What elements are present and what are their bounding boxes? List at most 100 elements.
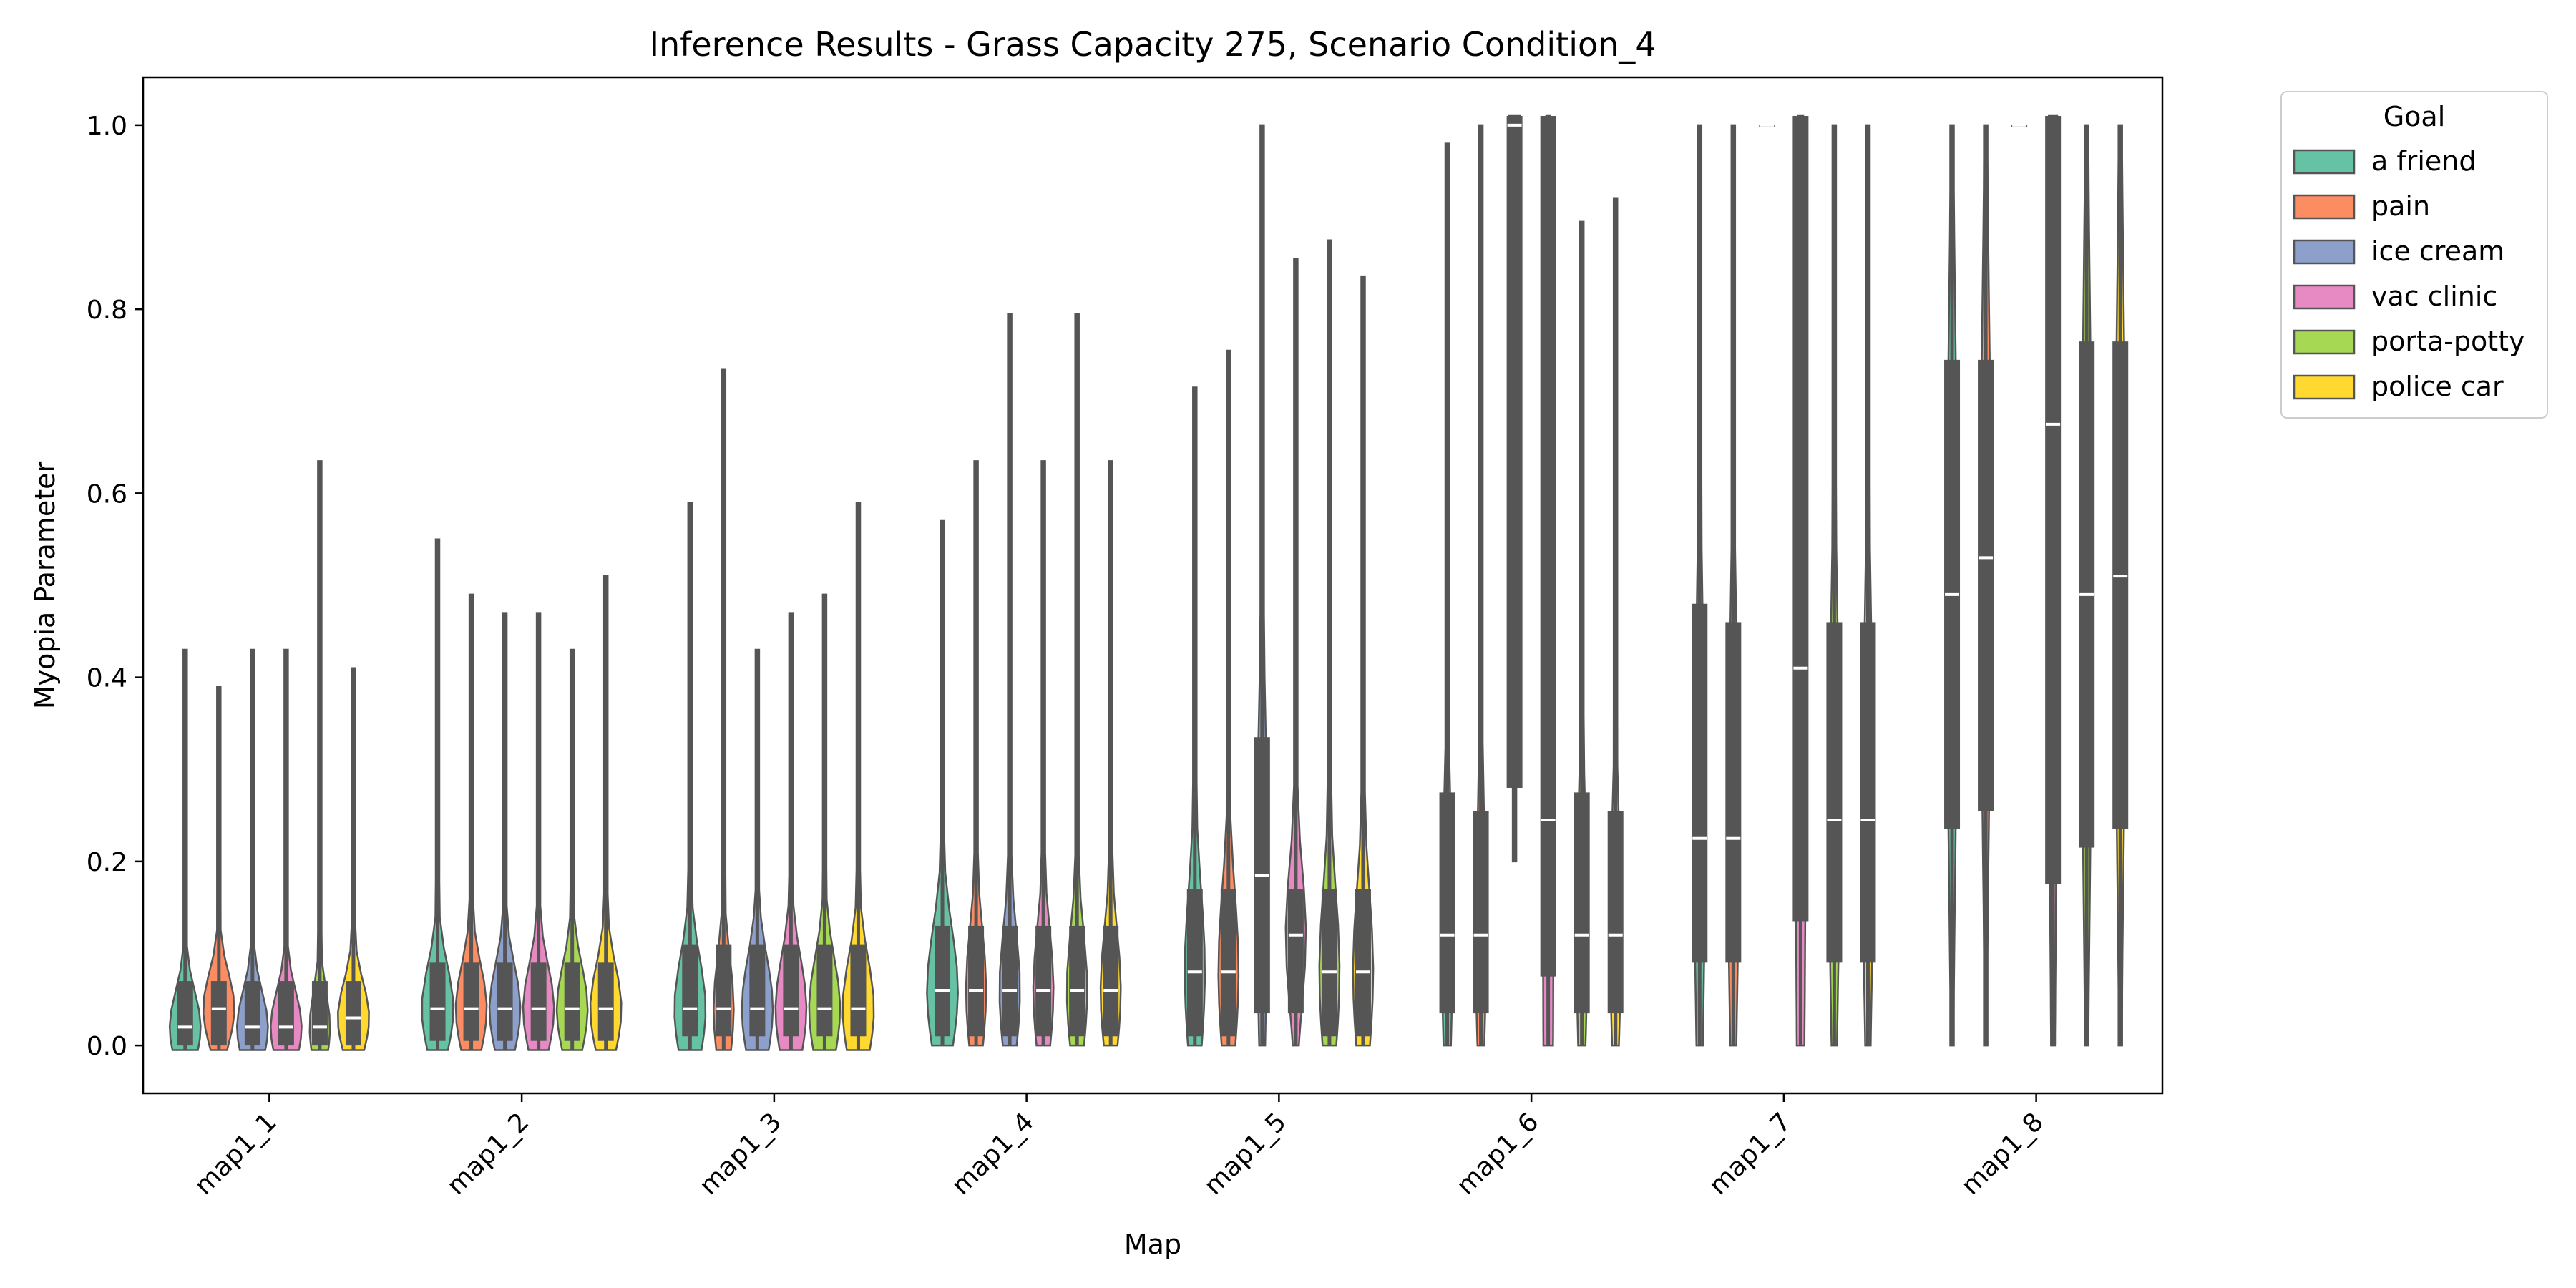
violin-iqr-box (1220, 889, 1236, 1037)
violin-iqr-box (530, 962, 547, 1041)
violin-iqr-box (1069, 925, 1085, 1037)
violin (421, 538, 454, 1051)
violin-iqr-box (2112, 341, 2129, 829)
violin (1284, 258, 1307, 1047)
violin-iqr-box (1186, 889, 1203, 1037)
legend-label: a friend (2371, 145, 2477, 177)
violin-iqr-box (597, 962, 614, 1041)
violin (1318, 239, 1341, 1047)
legend-label: pain (2371, 190, 2430, 222)
violin (1944, 124, 1961, 1047)
legend-label: ice cream (2371, 235, 2504, 267)
violin (1978, 124, 1994, 1047)
plot-area (168, 114, 2129, 1051)
violin (555, 648, 589, 1051)
legend: Goal a friend pain ice cream vac clinic porta… (2280, 91, 2548, 419)
x-axis-label: Map (1124, 1229, 1181, 1260)
violin (998, 313, 1021, 1047)
violin-iqr-box (1439, 792, 1455, 1014)
violin (1607, 197, 1624, 1047)
violin-iqr-box (716, 944, 732, 1037)
violin-iqr-box (1860, 622, 1876, 963)
legend-swatch (2293, 149, 2356, 175)
violin-iqr-box (1725, 622, 1742, 963)
violin (2045, 114, 2062, 1047)
violin (1860, 124, 1876, 1047)
y-tick-label: 0.4 (87, 664, 127, 693)
violin-iqr-box (682, 944, 698, 1037)
y-tick-label: 0.0 (87, 1032, 127, 1061)
violin-iqr-box (1287, 889, 1304, 1014)
violin (454, 593, 488, 1051)
violin (673, 501, 707, 1051)
violin (1826, 124, 1843, 1047)
violin (1217, 349, 1240, 1047)
violin-iqr-box (345, 981, 361, 1046)
chart-title: Inference Results - Grass Capacity 275, … (649, 25, 1656, 64)
violin-iqr-box (1355, 889, 1371, 1037)
violin (841, 501, 875, 1051)
violin-iqr-box (1978, 359, 1994, 811)
violin (1473, 124, 1489, 1047)
violin (2011, 123, 2028, 127)
violin-iqr-box (497, 962, 513, 1041)
violin-iqr-box (1103, 925, 1119, 1037)
violin (488, 612, 522, 1051)
y-tick-label: 0.6 (87, 479, 127, 509)
violin (774, 612, 808, 1051)
violin (1099, 460, 1122, 1047)
legend-swatch (2293, 284, 2356, 310)
violin-iqr-box (564, 962, 580, 1041)
violin-iqr-box (1540, 116, 1556, 977)
violin-iqr-box (968, 925, 985, 1037)
violin-iqr-box (2045, 116, 2062, 885)
legend-label: police car (2371, 371, 2504, 402)
legend-label: vac clinic (2371, 280, 2497, 312)
violin (965, 460, 987, 1047)
violin (337, 667, 370, 1051)
legend-title: Goal (2384, 101, 2446, 132)
violin-iqr-box (1607, 811, 1624, 1014)
legend-swatch (2293, 239, 2356, 265)
violin (2112, 124, 2129, 1047)
violin-iqr-box (1506, 116, 1523, 788)
violin (1725, 124, 1742, 1047)
violin (1065, 313, 1088, 1047)
violin (522, 612, 555, 1051)
violin-iqr-box (816, 944, 833, 1037)
violin-iqr-box (1035, 925, 1052, 1037)
violin (202, 686, 235, 1051)
violin-iqr-box (278, 981, 294, 1046)
violin-iqr-box (429, 962, 446, 1041)
y-axis: 0.0 0.2 0.4 0.6 0.8 1.0 (87, 112, 143, 1061)
legend-swatch (2293, 374, 2356, 400)
plot-frame (142, 76, 2164, 1095)
violin-iqr-box (463, 962, 479, 1041)
violin (235, 648, 269, 1051)
violin (1439, 142, 1455, 1047)
violin (1506, 114, 1523, 863)
violin-iqr-box (850, 944, 867, 1037)
violin-iqr-box (1826, 622, 1843, 963)
violin-iqr-box (311, 981, 328, 1046)
legend-swatch (2293, 194, 2356, 220)
violin-iqr-box (1792, 116, 1809, 922)
violin (926, 519, 959, 1047)
violin (308, 460, 331, 1051)
violin-iqr-box (177, 981, 193, 1046)
violin (270, 648, 303, 1051)
violin-iqr-box (749, 944, 766, 1037)
violin (168, 648, 202, 1051)
y-axis-label: Myopia Parameter (29, 461, 61, 709)
violin (712, 368, 735, 1051)
violin-iqr-box (1473, 811, 1489, 1014)
violin (808, 593, 841, 1051)
violin-iqr-box (210, 981, 227, 1046)
violin (589, 575, 623, 1051)
violin (1352, 275, 1375, 1047)
violin (1759, 123, 1775, 127)
violin-iqr-box (1002, 925, 1018, 1037)
legend-swatch (2293, 329, 2356, 355)
